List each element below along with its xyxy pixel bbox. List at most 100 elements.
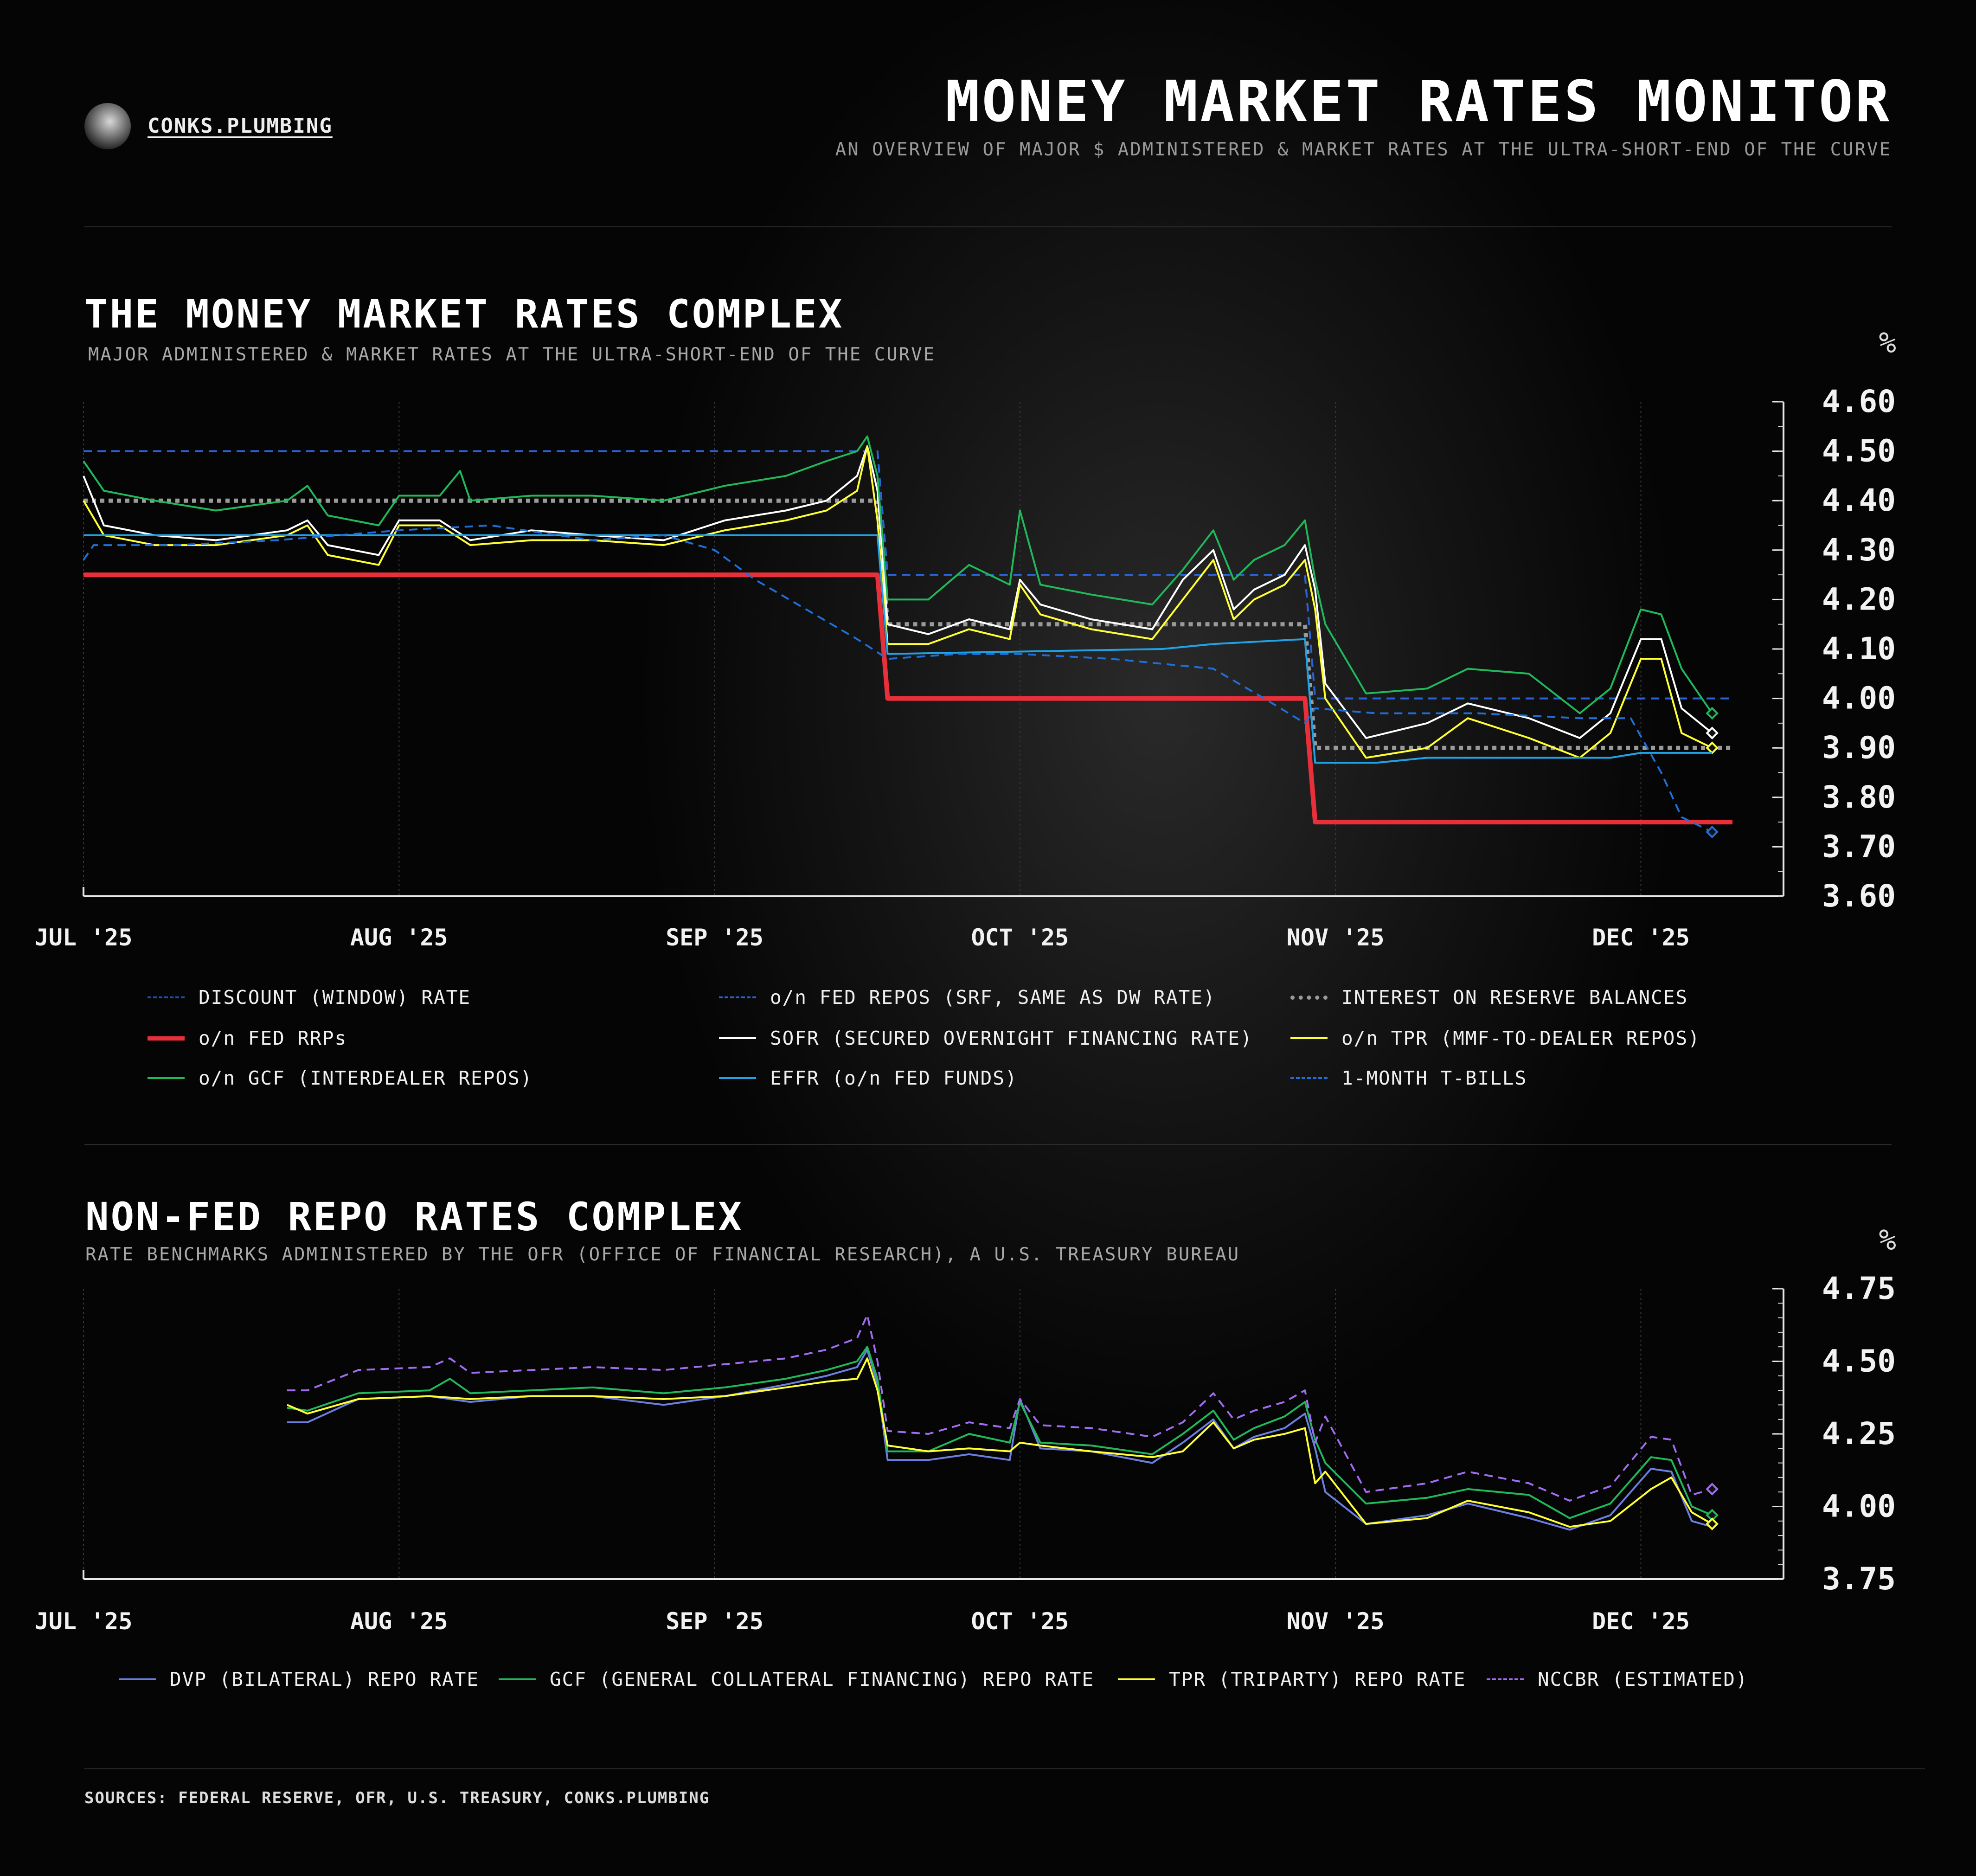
- legend-swatch: [148, 996, 185, 998]
- legend-swatch: [1290, 1077, 1328, 1079]
- x-tick-label: DEC '25: [1592, 1608, 1690, 1635]
- series-line-3: [83, 572, 1732, 825]
- legend-item[interactable]: o/n TPR (MMF-TO-DEALER REPOS): [1290, 1027, 1700, 1049]
- legend-label: o/n FED REPOS (SRF, SAME AS DW RATE): [770, 986, 1216, 1009]
- legend-item[interactable]: TPR (TRIPARTY) REPO RATE: [1118, 1668, 1466, 1690]
- legend-swatch: [119, 1678, 156, 1680]
- legend-swatch: [499, 1678, 536, 1680]
- series-line-1: [83, 450, 1732, 700]
- series-line-2: [287, 1357, 1713, 1528]
- chart2-subtitle: RATE BENCHMARKS ADMINISTERED BY THE OFR …: [85, 1244, 1240, 1265]
- legend-swatch: [1118, 1678, 1155, 1680]
- x-tick-label: JUL '25: [35, 924, 133, 951]
- legend-swatch: [719, 1077, 756, 1079]
- y-tick-label: 4.50: [1822, 1343, 1896, 1379]
- x-tick-label: NOV '25: [1287, 924, 1385, 951]
- y-tick-label: 4.40: [1822, 482, 1896, 518]
- chart1-plot: 4.60 4.50 4.40 4.30 4.20 4.10 4.00 3.90 3.80 3.70…: [35, 384, 1896, 951]
- x-tick-label: OCT '25: [971, 1608, 1069, 1635]
- series-line-5: [83, 445, 1713, 759]
- series-line-6: [83, 435, 1713, 714]
- legend-label: NCCBR (ESTIMATED): [1538, 1668, 1748, 1690]
- legend-label: INTEREST ON RESERVE BALANCES: [1341, 986, 1688, 1009]
- series-line-4: [83, 445, 1713, 739]
- legend-item[interactable]: o/n GCF (INTERDEALER REPOS): [148, 1067, 532, 1089]
- legend-item[interactable]: SOFR (SECURED OVERNIGHT FINANCING RATE): [719, 1027, 1253, 1049]
- page-subtitle: AN OVERVIEW OF MAJOR $ ADMINISTERED & MA…: [835, 139, 1892, 160]
- legend-item[interactable]: EFFR (o/n FED FUNDS): [719, 1067, 1018, 1089]
- series-line-7: [83, 534, 1713, 764]
- y-tick-label: 4.00: [1822, 1489, 1896, 1524]
- legend-label: o/n FED RRPs: [199, 1027, 347, 1049]
- header-divider: [84, 226, 1892, 227]
- series-end-marker-4: [1706, 726, 1719, 740]
- sources-note: SOURCES: FEDERAL RESERVE, OFR, U.S. TREA…: [84, 1789, 710, 1807]
- y-tick-label: 4.00: [1822, 681, 1896, 716]
- legend-label: SOFR (SECURED OVERNIGHT FINANCING RATE): [770, 1027, 1253, 1049]
- y-tick-label: 3.75: [1822, 1561, 1896, 1597]
- legend-label: o/n TPR (MMF-TO-DEALER REPOS): [1341, 1027, 1700, 1049]
- series-end-marker-6: [1706, 707, 1719, 720]
- chart2-plot: 4.75 4.50 4.25 4.00 3.75 JUL '25 AUG '25 SEP '2…: [35, 1271, 1896, 1635]
- series-line-0: [287, 1349, 1713, 1531]
- legend-item[interactable]: GCF (GENERAL COLLATERAL FINANCING) REPO …: [499, 1668, 1094, 1690]
- legend-item[interactable]: 1-MONTH T-BILLS: [1290, 1067, 1527, 1089]
- legend-label: DVP (BILATERAL) REPO RATE: [170, 1668, 480, 1690]
- y-tick-label: 4.50: [1822, 433, 1896, 469]
- legend-item[interactable]: DVP (BILATERAL) REPO RATE: [119, 1668, 479, 1690]
- legend-swatch: [1290, 995, 1328, 1000]
- x-tick-label: OCT '25: [971, 924, 1069, 951]
- chart1-subtitle: MAJOR ADMINISTERED & MARKET RATES AT THE…: [88, 344, 936, 365]
- series-end-marker-5: [1706, 741, 1719, 755]
- series-line-2: [83, 498, 1732, 750]
- y-tick-label: 4.20: [1822, 581, 1896, 617]
- legend-item[interactable]: o/n FED REPOS (SRF, SAME AS DW RATE): [719, 986, 1216, 1009]
- y-tick-label: 4.75: [1822, 1271, 1896, 1306]
- chart1-title: THE MONEY MARKET RATES COMPLEX: [84, 291, 844, 337]
- legend-swatch: [719, 996, 756, 998]
- legend-item[interactable]: INTEREST ON RESERVE BALANCES: [1290, 986, 1688, 1009]
- chart2-title: NON-FED REPO RATES COMPLEX: [85, 1194, 744, 1240]
- legend-label: TPR (TRIPARTY) REPO RATE: [1169, 1668, 1466, 1690]
- brand-name[interactable]: CONKS.PLUMBING: [148, 114, 333, 138]
- x-tick-label: AUG '25: [350, 924, 448, 951]
- brand-avatar: [84, 103, 131, 149]
- series-end-marker-3: [1706, 1483, 1719, 1496]
- legend-swatch: [719, 1037, 756, 1039]
- legend-item[interactable]: o/n FED RRPs: [148, 1027, 347, 1049]
- page-title: MONEY MARKET RATES MONITOR: [945, 69, 1892, 135]
- x-tick-label: DEC '25: [1592, 924, 1690, 951]
- legend-label: EFFR (o/n FED FUNDS): [770, 1067, 1018, 1089]
- series-line-1: [287, 1346, 1713, 1519]
- section-divider: [84, 1144, 1892, 1145]
- y-tick-label: 4.10: [1822, 631, 1896, 667]
- legend-item[interactable]: NCCBR (ESTIMATED): [1487, 1668, 1748, 1690]
- x-tick-label: SEP '25: [666, 1608, 763, 1635]
- footer-divider: [84, 1768, 1925, 1769]
- legend-label: 1-MONTH T-BILLS: [1341, 1067, 1527, 1089]
- y-tick-label: 3.70: [1822, 829, 1896, 864]
- y-tick-label: 4.30: [1822, 532, 1896, 568]
- x-tick-label: JUL '25: [35, 1608, 133, 1635]
- legend-label: DISCOUNT (WINDOW) RATE: [199, 986, 471, 1009]
- legend-item[interactable]: DISCOUNT (WINDOW) RATE: [148, 986, 471, 1009]
- chart1-unit-label: %: [1879, 326, 1896, 360]
- x-tick-label: NOV '25: [1287, 1608, 1385, 1635]
- x-tick-label: SEP '25: [666, 924, 763, 951]
- series-line-3: [287, 1314, 1713, 1502]
- series-line-8: [83, 524, 1713, 833]
- legend-label: o/n GCF (INTERDEALER REPOS): [199, 1067, 533, 1089]
- legend-swatch: [148, 1036, 185, 1041]
- y-tick-label: 4.60: [1822, 384, 1896, 419]
- legend-swatch: [1487, 1678, 1524, 1680]
- y-tick-label: 3.80: [1822, 779, 1896, 815]
- chart2-unit-label: %: [1879, 1223, 1896, 1257]
- legend-swatch: [1290, 1037, 1328, 1039]
- legend-label: GCF (GENERAL COLLATERAL FINANCING) REPO …: [550, 1668, 1095, 1690]
- legend-swatch: [148, 1077, 185, 1079]
- y-tick-label: 3.90: [1822, 730, 1896, 765]
- y-tick-label: 3.60: [1822, 878, 1896, 914]
- x-tick-label: AUG '25: [350, 1608, 448, 1635]
- series-end-marker-8: [1706, 825, 1719, 839]
- y-tick-label: 4.25: [1822, 1416, 1896, 1452]
